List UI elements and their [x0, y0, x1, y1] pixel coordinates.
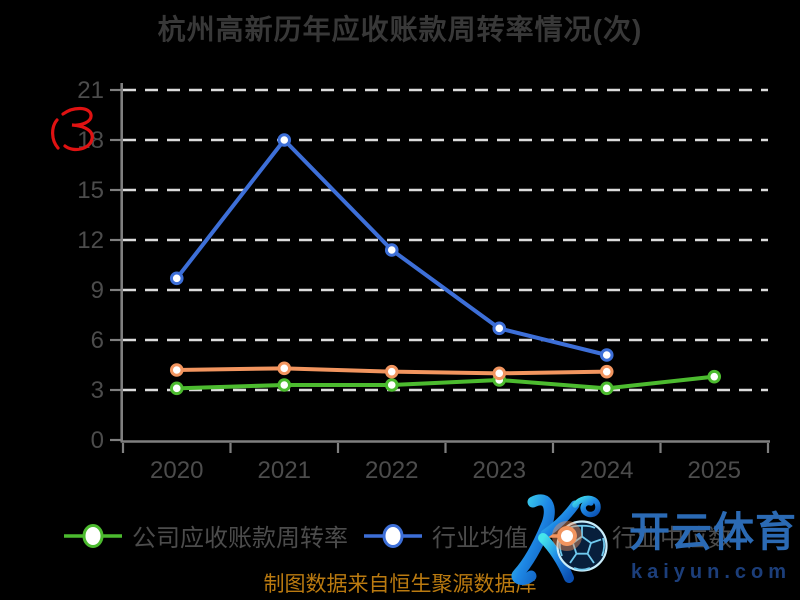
y-tick-label: 3	[91, 377, 104, 404]
x-tick-label: 2022	[365, 457, 418, 484]
industry-mean-legend-marker	[364, 523, 422, 548]
company-receivables-turnover-point-2024	[599, 381, 614, 396]
data-source-caption: 制图数据来自恒生聚源数据库	[263, 573, 537, 596]
industry-median-series	[169, 361, 614, 381]
red-mark-stroke	[51, 118, 60, 150]
industry-median-legend-marker-overlay	[552, 521, 582, 551]
y-tick-label: 9	[91, 277, 104, 304]
industry-mean-point-2024	[599, 348, 614, 362]
x-tick-label: 2023	[473, 457, 526, 484]
industry-median-point-2023	[492, 366, 507, 381]
legend-marker-dot	[82, 523, 104, 548]
legend-item-company-receivables-turnover: 公司应收账款周转率	[62, 518, 348, 553]
x-tick-label: 2021	[258, 457, 311, 484]
industry-median-point-2020	[169, 363, 184, 377]
x-tick-label: 2025	[688, 457, 741, 484]
red-mark-stroke	[61, 106, 94, 152]
industry-median-point-2024	[599, 364, 614, 379]
x-tick-label: 2024	[580, 457, 633, 484]
industry-mean-point-2023	[492, 321, 507, 336]
industry-median-point-2022	[384, 364, 399, 379]
gridlines	[123, 88, 768, 392]
company-series-legend-marker	[64, 523, 122, 548]
y-tick-label: 21	[77, 77, 104, 104]
company-receivables-turnover-point-2025	[707, 369, 722, 384]
legend-label-company: 公司应收账款周转率	[132, 525, 348, 552]
industry-mean-point-2022	[384, 243, 399, 257]
y-tick-label: 15	[77, 177, 104, 204]
kaiyun-watermark: 开云体育 kaiyun.com	[503, 490, 798, 600]
y-tick-label: 12	[77, 227, 104, 254]
legend-item-industry-median: 行业中位数	[542, 518, 732, 553]
legend-item-industry-mean: 行业均值	[362, 518, 528, 553]
company-receivables-turnover-series	[169, 369, 722, 396]
watermark-brand-text: 开云体育	[629, 509, 797, 555]
red-handwritten-mark	[51, 106, 94, 152]
legend-label-industry-mean: 行业均值	[432, 525, 528, 552]
industry-mean-point-2021	[277, 133, 292, 147]
y-tick-label: 6	[91, 327, 104, 354]
company-receivables-turnover-point-2022	[384, 378, 399, 392]
page-title: 杭州高新历年应收账款周转率情况(次)	[157, 14, 643, 45]
x-tick-label: 2020	[150, 457, 203, 484]
legend-marker-dot	[382, 523, 404, 548]
kaiyun-watermark-graphic: 开云体育 kaiyun.com	[511, 494, 797, 585]
watermark-domain-text: kaiyun.com	[631, 561, 791, 583]
industry-mean-series	[169, 133, 614, 362]
industry-mean-point-2020	[169, 271, 184, 286]
kaiyun-logo-k	[511, 494, 601, 585]
company-receivables-turnover-point-2020	[169, 381, 184, 396]
legend-label-industry-median: 行业中位数	[612, 525, 732, 552]
industry-median-point-2021	[277, 361, 292, 376]
company-receivables-turnover-line	[174, 374, 717, 391]
company-receivables-turnover-point-2021	[277, 378, 292, 392]
y-tick-label: 0	[91, 427, 104, 454]
chart-legend: 公司应收账款周转率 行业均值 行业中位数	[62, 518, 732, 553]
